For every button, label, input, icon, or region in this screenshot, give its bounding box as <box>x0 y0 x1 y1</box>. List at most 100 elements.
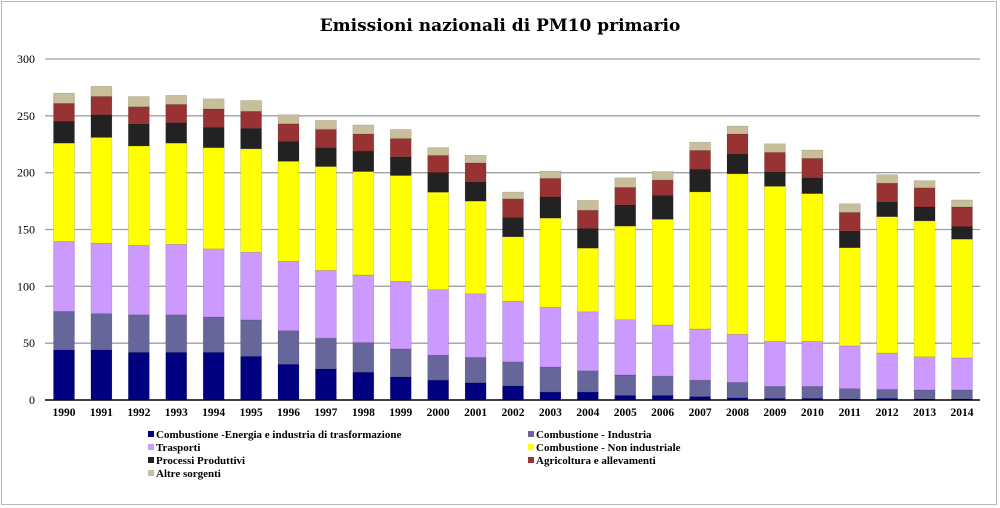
bar-segment-2006-2 <box>651 324 674 377</box>
bar-segment-2010-2 <box>801 341 824 387</box>
bar-segment-2004-3 <box>577 247 599 313</box>
x-tick-label: 2005 <box>614 407 637 419</box>
bar-segment-1992-3 <box>128 145 150 246</box>
bar-segment-2001-0 <box>464 382 487 401</box>
bar-segment-1991-0 <box>90 349 113 401</box>
x-tick-label: 2009 <box>763 407 786 419</box>
bar-segment-2012-3 <box>876 216 898 354</box>
y-tick-label: 200 <box>17 166 35 180</box>
bar-segment-2012-5 <box>876 182 898 203</box>
x-tick-label: 1999 <box>389 407 412 419</box>
bar-segment-1995-1 <box>240 319 262 357</box>
bar-segment-2007-5 <box>689 150 711 170</box>
bar-segment-2014-6 <box>951 199 973 208</box>
bar-segment-2000-3 <box>427 191 449 290</box>
bar-segment-1998-6 <box>352 124 375 135</box>
bar-segment-2001-2 <box>464 293 487 358</box>
bar-segment-2012-4 <box>876 201 898 217</box>
bar-segment-1999-6 <box>389 129 412 139</box>
bar-segment-2011-1 <box>838 388 861 400</box>
bar-segment-1994-5 <box>202 108 225 128</box>
bar-segment-1997-2 <box>315 270 337 339</box>
x-tick-label: 2011 <box>839 407 862 419</box>
bar-segment-2003-0 <box>539 391 562 401</box>
x-tick-label: 2014 <box>951 407 974 419</box>
bar-segment-2008-6 <box>726 125 749 135</box>
bar-segment-2001-1 <box>464 357 487 384</box>
bar-segment-1991-6 <box>90 85 113 97</box>
legend-label: Trasporti <box>156 442 200 454</box>
bar-segment-2001-5 <box>464 162 487 183</box>
bar-segment-1999-4 <box>389 156 412 176</box>
bar-segment-2009-3 <box>764 186 786 342</box>
bar-segment-1990-2 <box>53 241 75 312</box>
bar-segment-1996-6 <box>277 114 300 125</box>
bar-segment-1994-1 <box>202 316 225 353</box>
bar-segment-2012-1 <box>876 389 898 399</box>
bar-segment-2014-4 <box>951 226 973 240</box>
bar-segment-2005-4 <box>614 204 637 227</box>
bar-segment-2002-3 <box>502 236 524 302</box>
bar-segment-2003-3 <box>539 217 562 308</box>
legend-swatch <box>148 444 154 450</box>
bar-segment-1993-5 <box>165 104 188 123</box>
bar-segment-1996-1 <box>277 330 300 365</box>
bar-segment-1995-4 <box>240 128 262 150</box>
bar-segment-2004-1 <box>577 370 599 393</box>
bar-segment-1990-3 <box>53 142 75 242</box>
bar-segment-1997-4 <box>315 147 337 167</box>
bar-segment-2001-6 <box>464 154 487 164</box>
bar-segment-2007-2 <box>689 328 711 381</box>
bar-segment-1992-6 <box>128 96 150 108</box>
bar-segment-2004-4 <box>577 228 599 249</box>
bar-segment-1998-3 <box>352 171 375 276</box>
bar-segment-2013-4 <box>913 206 936 222</box>
x-tick-label: 2010 <box>801 407 824 419</box>
x-tick-label: 1995 <box>240 407 263 419</box>
x-tick-label: 1993 <box>165 407 188 419</box>
bar-segment-2010-6 <box>801 149 824 159</box>
bar-segment-1995-5 <box>240 110 262 129</box>
bar-segment-1991-3 <box>90 137 113 244</box>
bar-segment-2006-6 <box>651 171 674 181</box>
y-tick-label: 300 <box>17 52 35 66</box>
x-tick-label: 2006 <box>651 407 674 419</box>
x-tick-label: 1997 <box>314 407 337 419</box>
x-tick-label: 2001 <box>464 407 487 419</box>
x-tick-label: 1991 <box>90 407 113 419</box>
bar-segment-2005-5 <box>614 187 637 206</box>
bar-segment-2014-3 <box>951 238 973 359</box>
bar-segment-1990-6 <box>53 92 75 104</box>
bar-segment-2000-1 <box>427 354 449 381</box>
bar-segment-1995-6 <box>240 100 262 112</box>
legend-swatch <box>148 470 154 476</box>
bar-segment-1999-1 <box>389 348 412 378</box>
bar-segment-2000-5 <box>427 155 449 173</box>
bar-segment-1998-2 <box>352 274 375 343</box>
bar-segment-2013-5 <box>913 187 936 208</box>
x-tick-label: 1994 <box>202 407 225 419</box>
bar-segment-1992-1 <box>128 314 150 353</box>
legend-swatch <box>148 457 154 463</box>
x-tick-label: 2004 <box>576 407 599 419</box>
bar-segment-1997-3 <box>315 166 337 271</box>
bar-segment-2011-4 <box>838 230 861 248</box>
bar-segment-1991-5 <box>90 96 113 115</box>
bar-segment-2003-4 <box>539 196 562 219</box>
bar-segment-2011-2 <box>838 345 861 389</box>
bar-segment-1999-5 <box>389 138 412 158</box>
bar-segment-1995-0 <box>240 355 262 401</box>
bar-segment-2009-6 <box>764 143 786 153</box>
y-tick-label: 0 <box>29 393 35 407</box>
bar-segment-2000-4 <box>427 172 449 193</box>
bar-segment-2005-1 <box>614 374 637 396</box>
legend-label: Combustione - Non industriale <box>536 442 681 454</box>
bar-segment-1998-1 <box>352 342 375 373</box>
bar-segment-2014-2 <box>951 357 973 391</box>
bar-segment-1992-0 <box>128 351 150 401</box>
bar-segment-2003-5 <box>539 178 562 198</box>
bar-segment-1999-2 <box>389 280 412 350</box>
legend-label: Combustione -Energia e industria di tras… <box>156 429 401 441</box>
bar-segment-2010-4 <box>801 177 824 194</box>
